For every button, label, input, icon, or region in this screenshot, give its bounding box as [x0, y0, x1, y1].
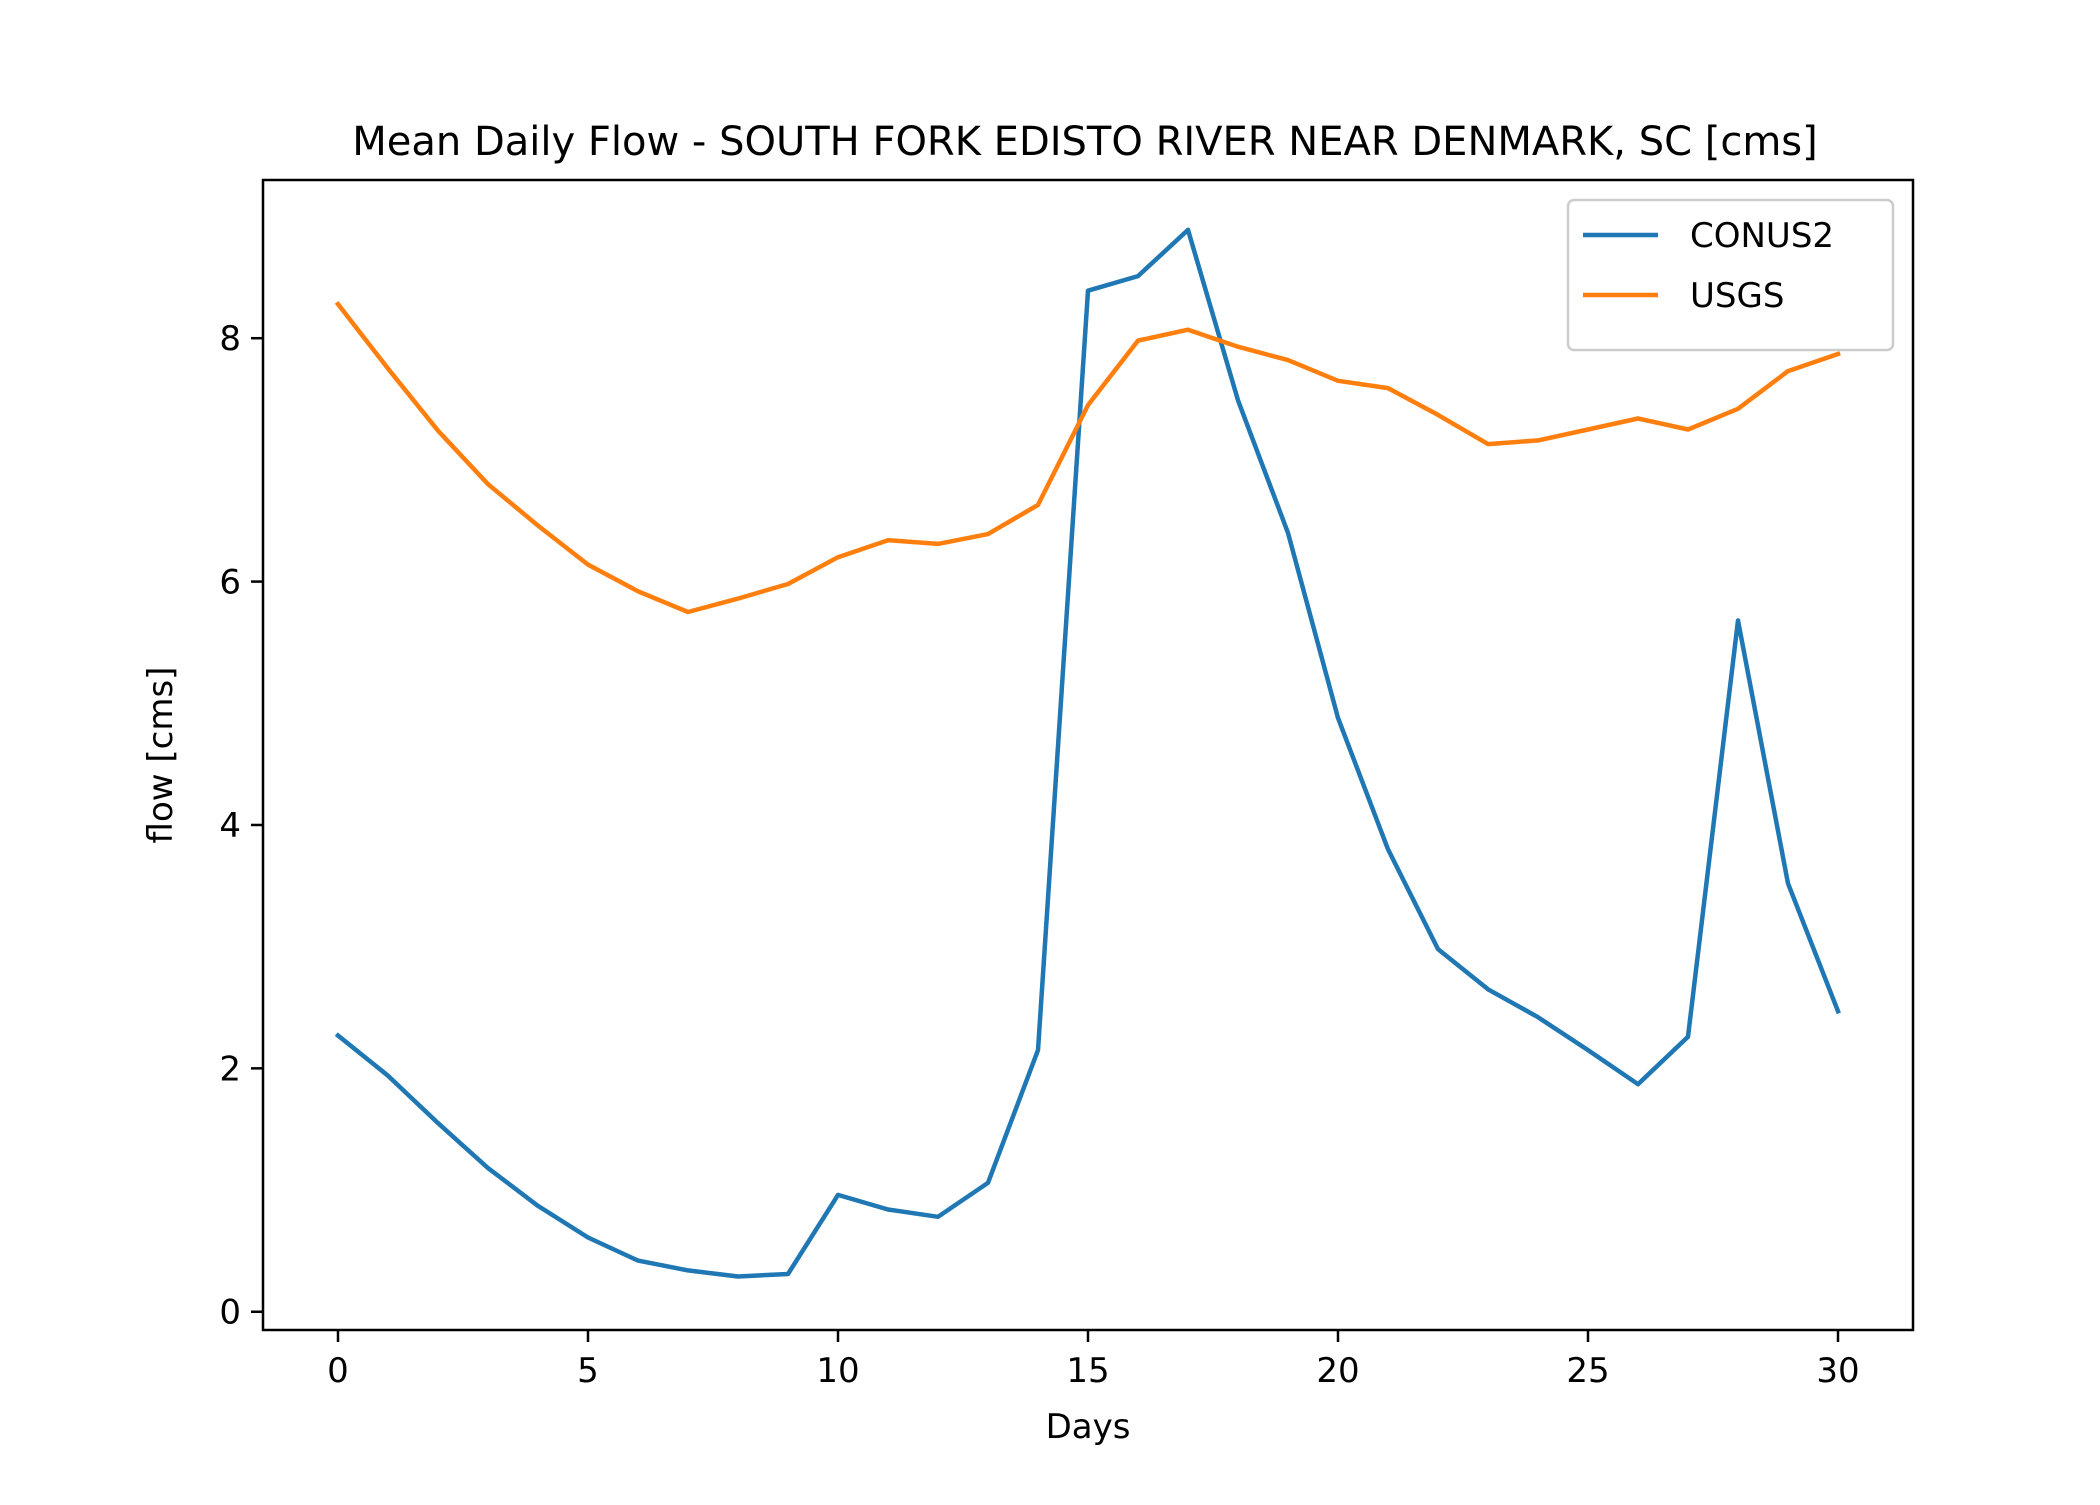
series-line-usgs	[334, 300, 1841, 615]
plot-area	[334, 227, 1841, 1279]
chart-title: Mean Daily Flow - SOUTH FORK EDISTO RIVE…	[352, 119, 1817, 165]
y-tick-label: 8	[219, 319, 241, 359]
y-tick-label: 4	[219, 806, 241, 846]
x-tick-label: 20	[1316, 1351, 1359, 1391]
x-tick-label: 30	[1816, 1351, 1859, 1391]
x-axis-label: Days	[1046, 1407, 1131, 1447]
series-line-conus2	[334, 227, 1841, 1279]
x-tick-label: 10	[816, 1351, 859, 1391]
y-tick-label: 6	[219, 563, 241, 603]
legend-label-conus2: CONUS2	[1690, 216, 1834, 256]
legend-label-usgs: USGS	[1690, 276, 1784, 316]
x-tick-label: 25	[1566, 1351, 1609, 1391]
y-tick-label: 0	[219, 1293, 241, 1333]
legend: CONUS2 USGS	[1566, 198, 1895, 352]
x-tick-label: 5	[577, 1351, 599, 1391]
x-tick-label: 15	[1066, 1351, 1109, 1391]
x-tick-label: 0	[327, 1351, 349, 1391]
legend-box	[1566, 198, 1895, 352]
y-tick-label: 2	[219, 1049, 241, 1089]
axis-ticks: 0 5 10 15 20 25 30 0 2 4 6 8	[219, 319, 1859, 1391]
plot-frame	[261, 178, 1915, 1332]
y-axis-label: flow [cms]	[141, 667, 181, 844]
